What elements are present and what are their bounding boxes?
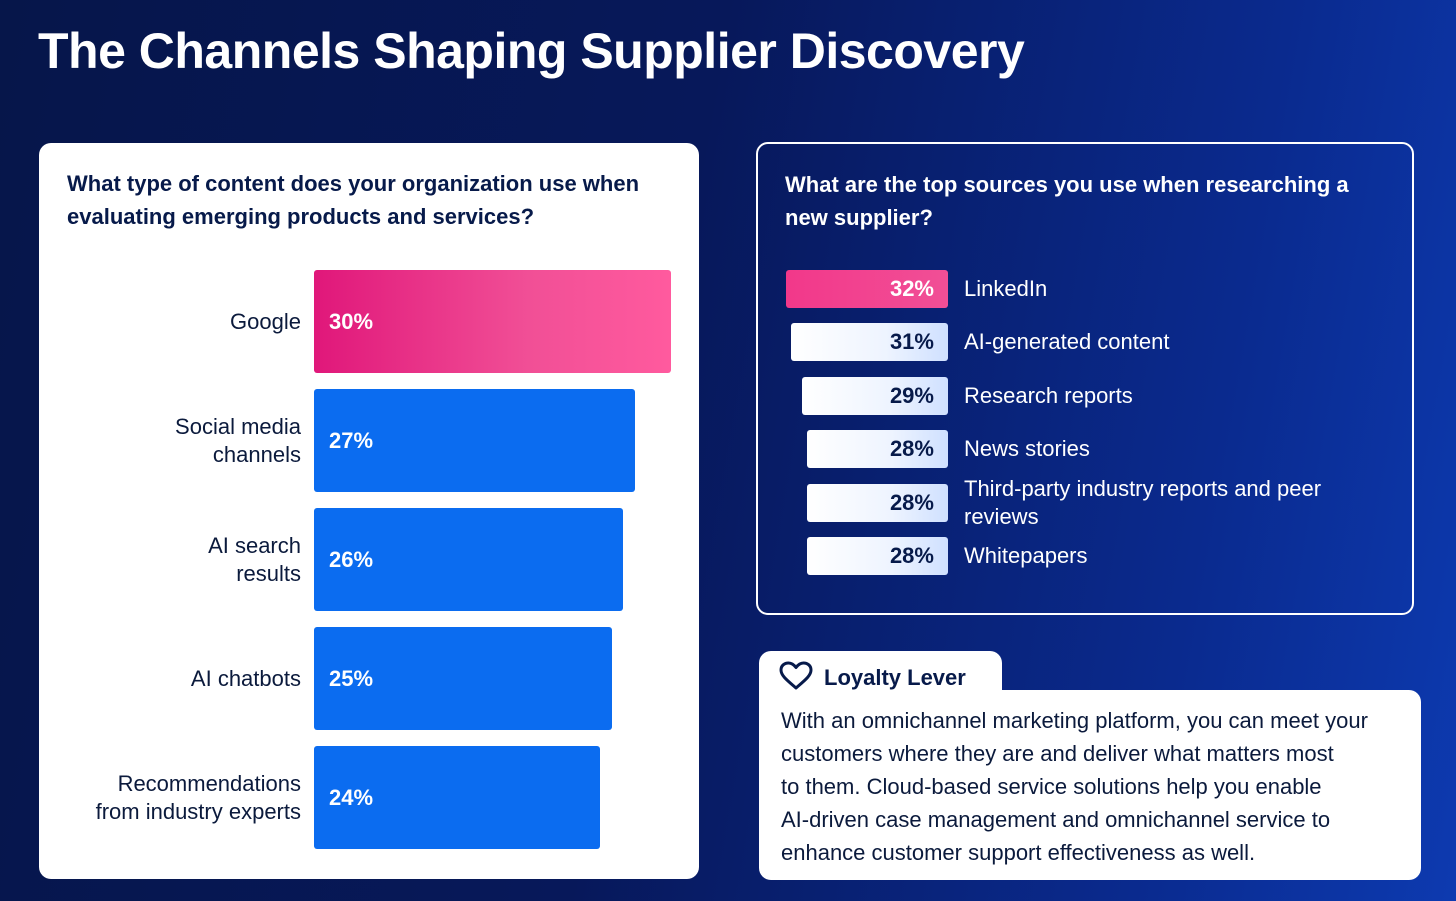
loyalty-line: AI-driven case management and omnichanne… xyxy=(781,807,1331,832)
source-category-label: Research reports xyxy=(964,382,1133,408)
bar-category-label: Social media channels xyxy=(175,413,301,467)
content-type-question: What type of content does your organizat… xyxy=(67,171,640,229)
source-value-label: 29% xyxy=(889,382,934,408)
bar-category-label: Recommendations from industry experts xyxy=(95,770,301,824)
content-type-chart-card: What type of content does your organizat… xyxy=(39,143,699,879)
source-bar: 31% xyxy=(791,323,948,362)
loyalty-line: With an omnichannel marketing platform, … xyxy=(781,708,1368,733)
bar-value-label: 24% xyxy=(329,784,374,810)
loyalty-line: customers where they are and deliver wha… xyxy=(781,741,1334,766)
bar-category-label: AI search results xyxy=(208,532,301,586)
source-value-label: 32% xyxy=(889,276,934,301)
source-value-label: 31% xyxy=(889,329,934,355)
loyalty-lever-box: With an omnichannel marketing platform, … xyxy=(759,690,1421,880)
loyalty-lever-text: With an omnichannel marketing platform, … xyxy=(781,704,1406,869)
top-sources-chart-card: What are the top sources you use when re… xyxy=(756,142,1414,615)
content-bar: 24% xyxy=(314,746,600,849)
source-value-label: 28% xyxy=(889,489,934,515)
loyalty-line: enhance customer support effectiveness a… xyxy=(781,840,1256,865)
page-title: The Channels Shaping Supplier Discovery xyxy=(38,23,1025,79)
source-category-label: Third-party industry reports and peer re… xyxy=(964,475,1322,529)
source-category-label: News stories xyxy=(964,436,1090,462)
source-bar: 28% xyxy=(806,430,948,469)
content-bar: 27% xyxy=(314,389,636,492)
bar-value-label: 30% xyxy=(329,308,374,334)
source-bar: 29% xyxy=(801,376,948,415)
content-bar: 25% xyxy=(314,627,612,730)
bar-value-label: 25% xyxy=(329,665,374,691)
source-category-label: AI-generated content xyxy=(964,329,1170,355)
source-value-label: 28% xyxy=(889,543,934,568)
bar-value-label: 26% xyxy=(329,546,374,572)
content-bar: 26% xyxy=(314,508,624,611)
bar-category-label: AI chatbots xyxy=(190,665,301,691)
source-bar: 32% xyxy=(786,270,948,308)
bar-category-label: Google xyxy=(230,308,301,334)
loyalty-lever-title: Loyalty Lever xyxy=(824,665,966,690)
content-bar: 30% xyxy=(314,270,671,373)
source-bar: 28% xyxy=(806,537,948,575)
source-category-label: Whitepapers xyxy=(964,543,1088,568)
source-value-label: 28% xyxy=(889,436,934,462)
bar-value-label: 27% xyxy=(329,427,374,453)
loyalty-line: to them. Cloud-based service solutions h… xyxy=(781,774,1322,799)
heart-icon xyxy=(779,661,813,690)
top-sources-question: What are the top sources you use when re… xyxy=(785,172,1349,230)
source-bar: 28% xyxy=(806,483,948,522)
source-category-label: LinkedIn xyxy=(964,276,1048,301)
